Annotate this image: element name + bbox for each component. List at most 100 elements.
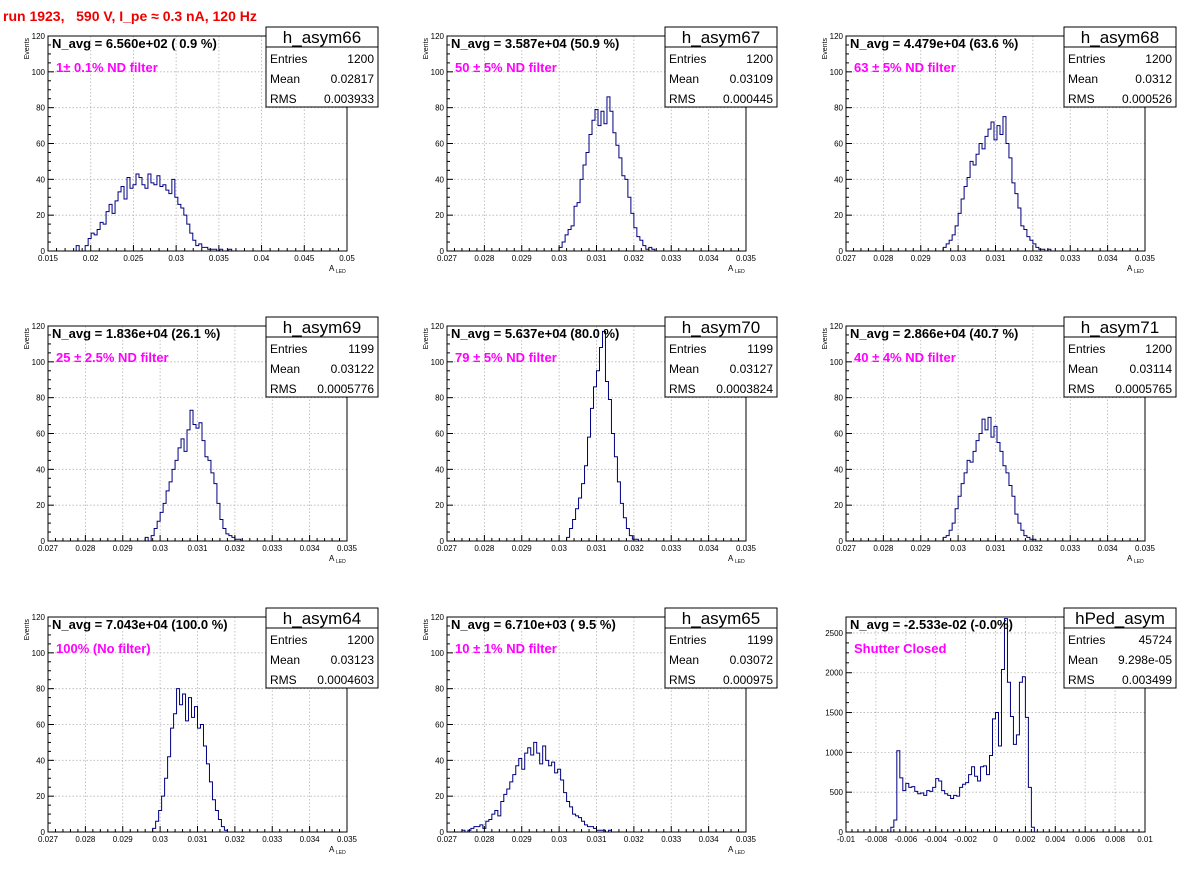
stats-label: RMS bbox=[669, 92, 696, 106]
y-tick-label: 120 bbox=[431, 613, 445, 622]
x-tick-label: 0.031 bbox=[187, 835, 208, 844]
stats-value: 1200 bbox=[1145, 342, 1172, 356]
x-tick-label: -0.008 bbox=[865, 835, 888, 844]
x-tick-label: 0.029 bbox=[113, 544, 134, 553]
y-axis-label: Events bbox=[423, 38, 430, 60]
y-tick-label: 20 bbox=[435, 792, 444, 801]
x-tick-label: 0.03 bbox=[551, 544, 567, 553]
stats-value: 1200 bbox=[347, 52, 374, 66]
x-axis-label: A bbox=[728, 845, 734, 854]
stats-label: Entries bbox=[270, 342, 307, 356]
stats-label: Mean bbox=[1068, 653, 1098, 667]
stats-box-title: h_asym69 bbox=[283, 318, 361, 337]
y-tick-label: 0 bbox=[41, 247, 46, 256]
y-axis-label: Events bbox=[24, 328, 31, 350]
y-tick-label: 60 bbox=[834, 430, 843, 439]
x-tick-label: 0.031 bbox=[187, 544, 208, 553]
x-tick-label: 0.029 bbox=[512, 544, 533, 553]
x-tick-label: 0.028 bbox=[474, 254, 495, 263]
y-tick-label: 100 bbox=[32, 649, 46, 658]
stats-box bbox=[265, 316, 379, 398]
x-axis-label: A bbox=[329, 264, 335, 273]
x-tick-label: 0.03 bbox=[551, 835, 567, 844]
y-tick-label: 100 bbox=[431, 68, 445, 77]
x-tick-label: 0.032 bbox=[624, 254, 645, 263]
x-tick-label: 0.032 bbox=[225, 835, 246, 844]
x-tick-label: 0.034 bbox=[1098, 254, 1119, 263]
stats-value: 0.0312 bbox=[1135, 72, 1172, 86]
stats-label: Mean bbox=[1068, 72, 1098, 86]
x-tick-label: 0.027 bbox=[437, 254, 458, 263]
y-tick-label: 120 bbox=[431, 32, 445, 41]
stats-value: 1200 bbox=[347, 633, 374, 647]
histogram-panel-h_asym66: 0.015 0.02 0.025 0.03 0.035 0.04 0.045 0.05 0 20 4… bbox=[24, 26, 379, 275]
x-tick-label: 0.035 bbox=[736, 254, 757, 263]
x-tick-label: 0.031 bbox=[586, 835, 607, 844]
x-tick-label: 0.034 bbox=[699, 254, 720, 263]
stats-value: 0.03072 bbox=[730, 653, 774, 667]
x-axis-label-subscript: LED bbox=[336, 850, 346, 856]
stats-value: 0.02817 bbox=[331, 72, 375, 86]
filter-label: 40 ± 4% ND filter bbox=[854, 350, 956, 365]
y-tick-label: 120 bbox=[32, 322, 46, 331]
x-tick-label: 0.028 bbox=[474, 544, 495, 553]
y-tick-label: 60 bbox=[36, 721, 45, 730]
x-tick-label: 0.01 bbox=[1137, 835, 1153, 844]
stats-label: Mean bbox=[1068, 362, 1098, 376]
stats-value: 0.03127 bbox=[730, 362, 774, 376]
y-tick-label: 1000 bbox=[825, 748, 843, 757]
x-axis-label-subscript: LED bbox=[336, 559, 346, 565]
y-tick-label: 80 bbox=[834, 394, 843, 403]
stats-box bbox=[664, 26, 778, 108]
x-axis-label-subscript: LED bbox=[735, 850, 745, 856]
stats-value: 0.000975 bbox=[723, 673, 773, 687]
stats-value: 0.03122 bbox=[331, 362, 375, 376]
y-axis-label: Events bbox=[822, 328, 829, 350]
histogram-line-h_asym69 bbox=[144, 409, 242, 542]
x-tick-label: 0.035 bbox=[1135, 544, 1156, 553]
y-tick-label: 120 bbox=[830, 32, 844, 41]
stats-value: 0.003499 bbox=[1122, 673, 1172, 687]
y-tick-label: 80 bbox=[435, 104, 444, 113]
y-tick-label: 0 bbox=[839, 828, 844, 837]
stats-label: Mean bbox=[270, 653, 300, 667]
stats-label: RMS bbox=[1068, 92, 1095, 106]
x-tick-label: 0.035 bbox=[736, 835, 757, 844]
y-tick-label: 60 bbox=[36, 140, 45, 149]
stats-value: 0.000526 bbox=[1122, 92, 1172, 106]
x-axis-label-subscript: LED bbox=[336, 269, 346, 275]
navg-label: N_avg = 6.560e+02 ( 0.9 %) bbox=[52, 36, 217, 51]
stats-value: 0.0004603 bbox=[317, 673, 374, 687]
x-tick-label: 0.035 bbox=[736, 544, 757, 553]
stats-value: 0.03114 bbox=[1130, 362, 1173, 376]
x-tick-label: 0.032 bbox=[1023, 254, 1044, 263]
y-axis-label: Events bbox=[822, 38, 829, 60]
x-tick-label: 0.006 bbox=[1075, 835, 1096, 844]
filter-label: 50 ± 5% ND filter bbox=[455, 60, 557, 75]
x-tick-label: 0.027 bbox=[38, 544, 59, 553]
x-tick-label: 0.033 bbox=[661, 544, 682, 553]
x-tick-label: 0.034 bbox=[1098, 544, 1119, 553]
navg-label: N_avg = 7.043e+04 (100.0 %) bbox=[52, 617, 228, 632]
x-tick-label: 0.03 bbox=[950, 544, 966, 553]
y-tick-label: 100 bbox=[431, 649, 445, 658]
x-tick-label: 0.025 bbox=[123, 254, 144, 263]
x-axis-label: A bbox=[1127, 264, 1133, 273]
stats-label: Entries bbox=[1068, 633, 1105, 647]
stats-value: 1200 bbox=[746, 52, 773, 66]
y-tick-label: 20 bbox=[36, 792, 45, 801]
x-tick-label: 0.027 bbox=[836, 254, 857, 263]
y-tick-label: 500 bbox=[830, 788, 844, 797]
y-tick-label: 120 bbox=[32, 613, 46, 622]
x-tick-label: -0.006 bbox=[894, 835, 917, 844]
stats-value: 0.0003824 bbox=[716, 382, 773, 396]
stats-label: Mean bbox=[270, 72, 300, 86]
x-tick-label: 0.028 bbox=[873, 544, 894, 553]
x-tick-label: 0.028 bbox=[474, 835, 495, 844]
x-tick-label: 0.035 bbox=[1135, 254, 1156, 263]
x-axis-label: A bbox=[728, 554, 734, 563]
stats-value: 0.000445 bbox=[723, 92, 773, 106]
y-tick-label: 20 bbox=[36, 211, 45, 220]
navg-label: N_avg = -2.533e-02 (-0.0%) bbox=[850, 617, 1013, 632]
